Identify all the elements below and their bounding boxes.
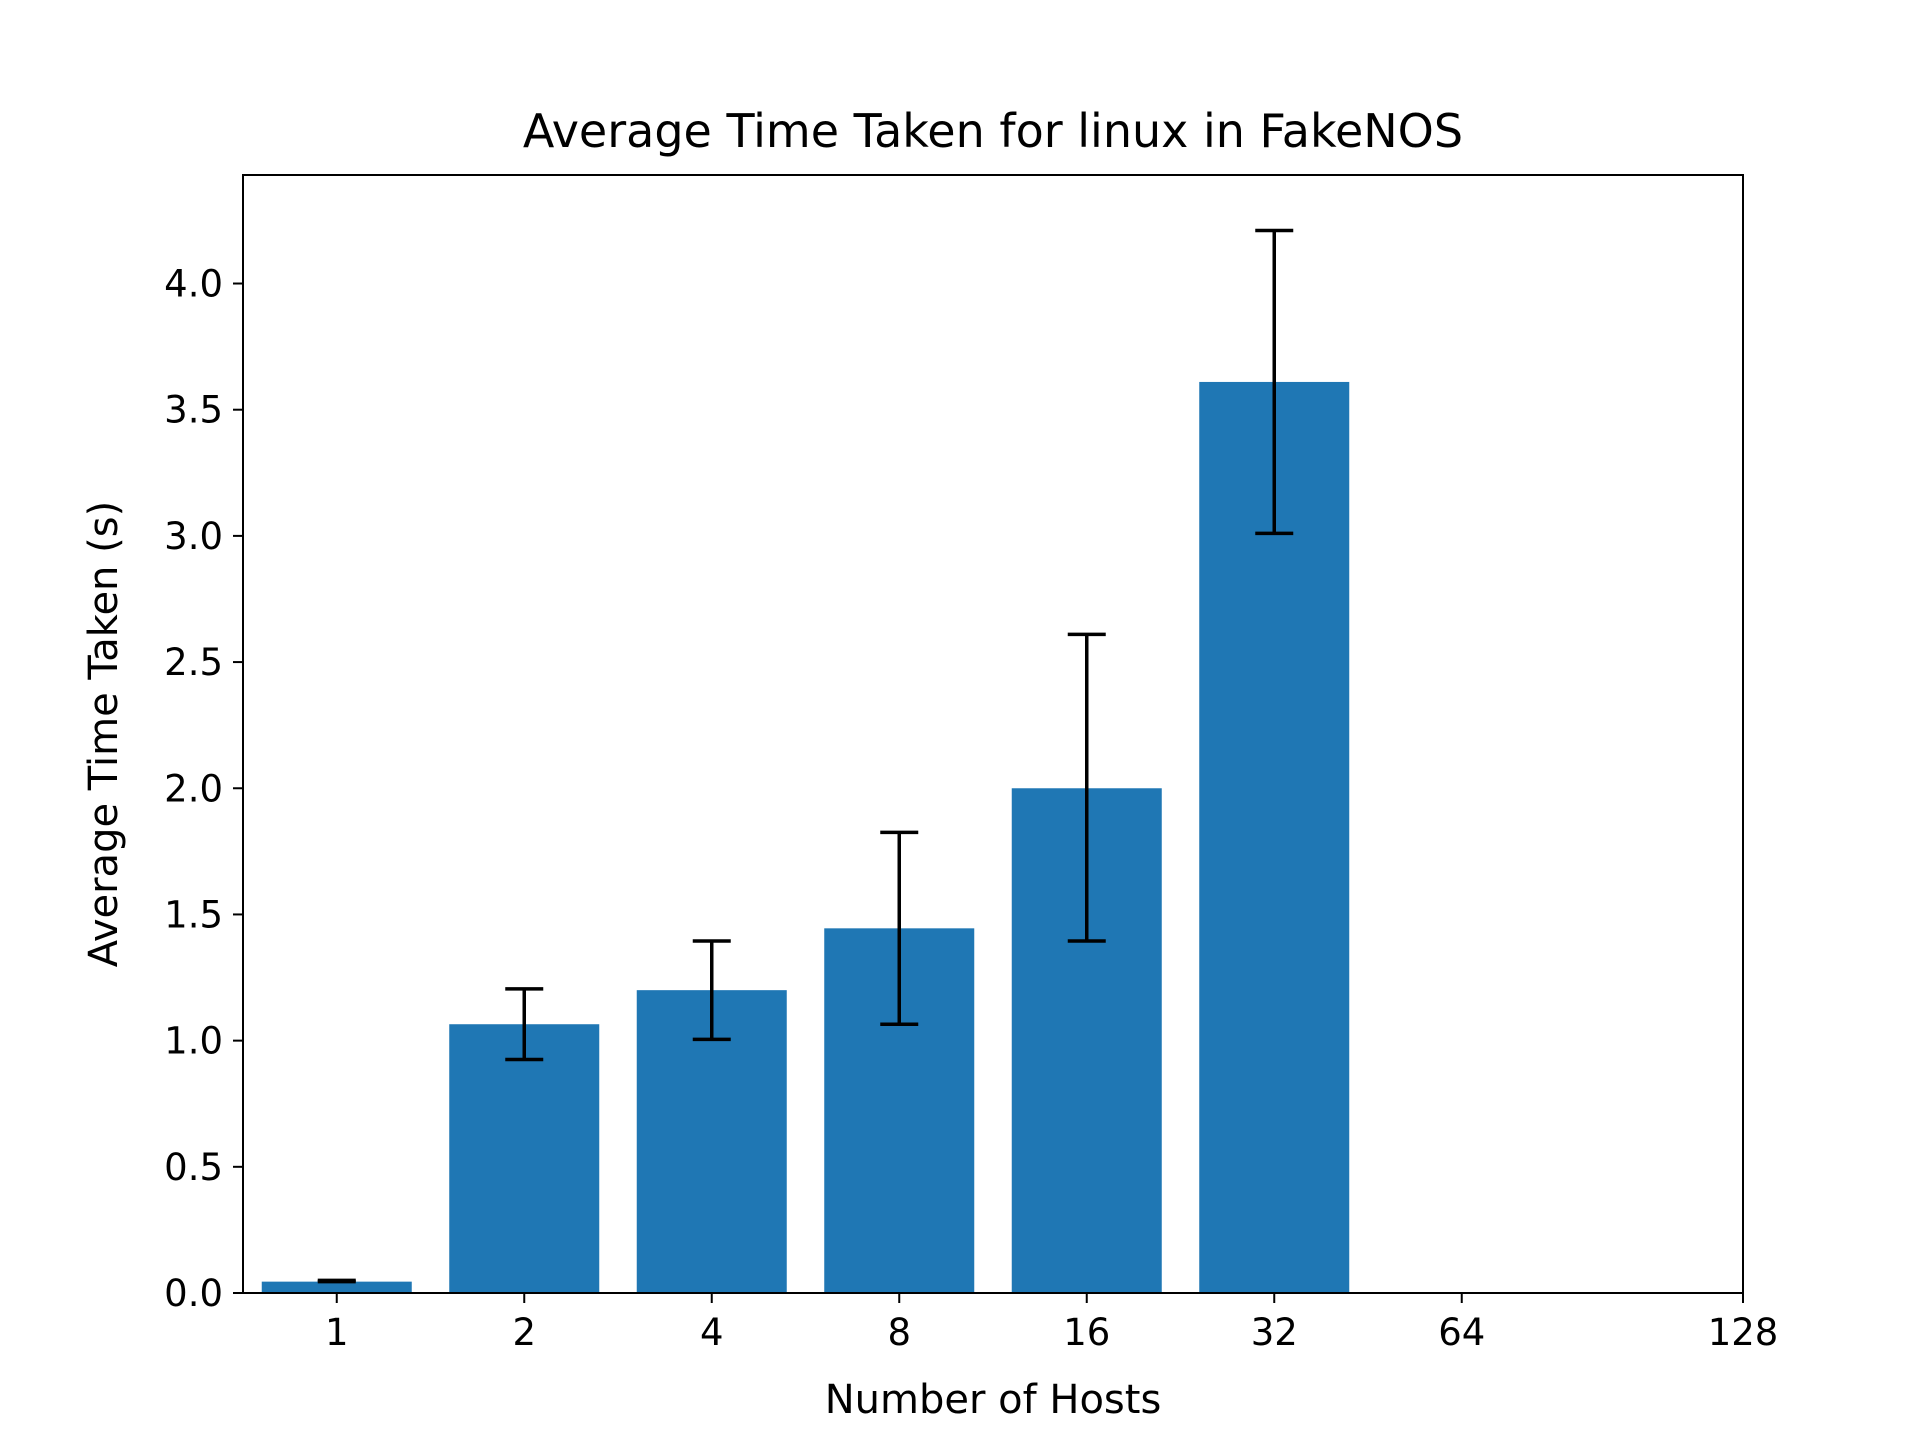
x-tick-label: 8: [887, 1311, 911, 1354]
y-tick-label: 3.0: [164, 515, 223, 558]
y-tick-label: 2.0: [164, 767, 223, 810]
y-tick-label: 2.5: [164, 641, 223, 684]
x-tick-label: 64: [1438, 1311, 1485, 1354]
y-tick-label: 0.5: [164, 1146, 223, 1189]
error-bar-1: [317, 1278, 356, 1284]
error-bar-4: [692, 939, 731, 1042]
y-axis-label: Average Time Taken (s): [81, 501, 127, 967]
error-bar-8: [880, 830, 919, 1026]
error-bar-32: [1255, 228, 1294, 536]
error-bar-16: [1067, 632, 1106, 943]
bar-2: [449, 1024, 600, 1293]
y-tick-label: 1.0: [164, 1020, 223, 1063]
x-tick-label: 2: [512, 1311, 536, 1354]
x-tick-label: 128: [1708, 1311, 1779, 1354]
x-tick-label: 32: [1251, 1311, 1298, 1354]
error-bars-layer: [317, 228, 1294, 1284]
y-axis: 0.0 0.5 1.0 1.5 2.0 2.5 3.0 3.5 4.0: [164, 263, 243, 1315]
y-tick-label: 4.0: [164, 263, 223, 306]
y-tick-label: 1.5: [164, 893, 223, 936]
plot-frame: [242, 174, 1744, 1294]
x-axis: 1 2 4 8 16 32 64 128: [325, 1293, 1778, 1354]
x-tick-label: 4: [700, 1311, 724, 1354]
error-bar-2: [505, 987, 544, 1062]
y-tick-label: 3.5: [164, 389, 223, 432]
y-tick-label: 0.0: [164, 1272, 223, 1315]
x-axis-label: Number of Hosts: [825, 1377, 1162, 1423]
x-tick-label: 1: [325, 1311, 349, 1354]
x-tick-label: 16: [1063, 1311, 1110, 1354]
bar-1: [261, 1281, 412, 1293]
chart-title: Average Time Taken for linux in FakeNOS: [523, 104, 1463, 158]
